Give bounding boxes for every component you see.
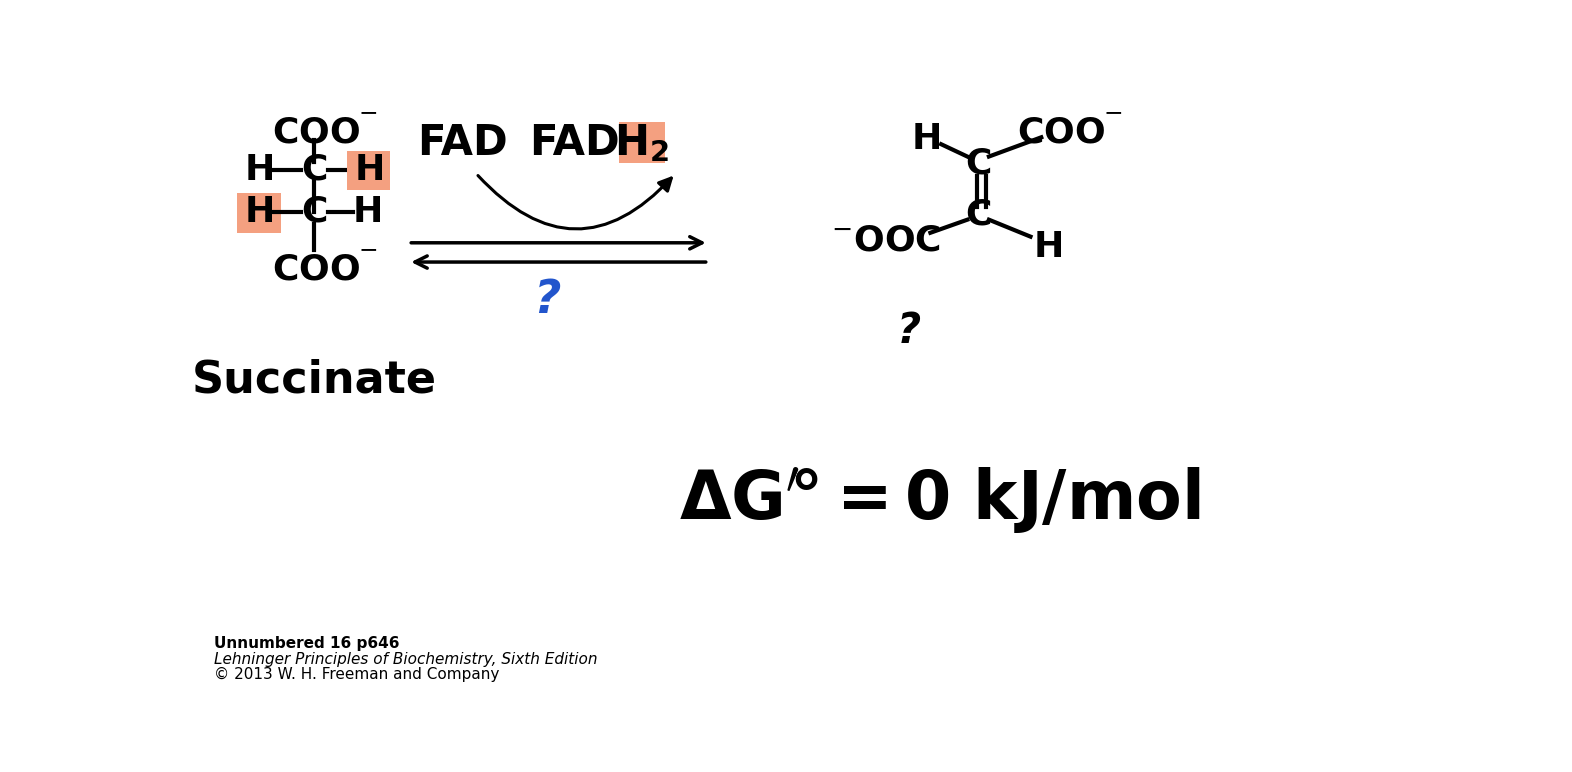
Bar bbox=[618, 122, 665, 164]
Text: FAD: FAD bbox=[530, 122, 619, 164]
Text: FAD: FAD bbox=[417, 122, 508, 164]
Bar bbox=[237, 193, 280, 233]
Text: $^{-}\mathbf{OOC}$: $^{-}\mathbf{OOC}$ bbox=[830, 223, 940, 258]
Text: $\mathbf{C}$: $\mathbf{C}$ bbox=[965, 198, 992, 232]
Text: $^{-}$: $^{-}$ bbox=[357, 243, 377, 276]
Text: $\mathbf{H}$: $\mathbf{H}$ bbox=[245, 195, 274, 229]
Text: Succinate: Succinate bbox=[192, 358, 437, 401]
FancyArrowPatch shape bbox=[478, 175, 671, 229]
Text: © 2013 W. H. Freeman and Company: © 2013 W. H. Freeman and Company bbox=[214, 667, 500, 682]
Text: $\mathbf{C}$: $\mathbf{C}$ bbox=[965, 147, 992, 181]
Text: $\mathbf{H}$: $\mathbf{H}$ bbox=[354, 153, 384, 187]
Text: Unnumbered 16 p646: Unnumbered 16 p646 bbox=[214, 636, 399, 652]
Text: $\mathbf{C}$: $\mathbf{C}$ bbox=[302, 153, 327, 187]
Text: $\mathbf{COO}$: $\mathbf{COO}$ bbox=[1017, 116, 1105, 150]
Text: $^{-}$: $^{-}$ bbox=[357, 107, 377, 140]
Text: $\mathbf{H}$: $\mathbf{H}$ bbox=[245, 153, 274, 187]
Text: $\mathbf{H}$: $\mathbf{H}$ bbox=[352, 195, 382, 229]
Text: $\mathbf{H}$: $\mathbf{H}$ bbox=[1033, 229, 1063, 264]
Text: $\mathbf{\Delta}$$\mathit{\mathbf{G}}$$\mathbf{'\!° = 0\ kJ/mol}$: $\mathbf{\Delta}$$\mathit{\mathbf{G}}$$\… bbox=[679, 466, 1201, 536]
Text: $\mathbf{H}$: $\mathbf{H}$ bbox=[912, 122, 940, 156]
Text: Lehninger Principles of Biochemistry, Sixth Edition: Lehninger Principles of Biochemistry, Si… bbox=[214, 652, 597, 667]
Bar bbox=[347, 151, 390, 190]
Text: $\mathbf{COO}$: $\mathbf{COO}$ bbox=[272, 252, 360, 287]
Text: ?: ? bbox=[533, 278, 561, 323]
Text: $^{-}$: $^{-}$ bbox=[1104, 107, 1122, 140]
Text: $\mathbf{COO}$: $\mathbf{COO}$ bbox=[272, 116, 360, 150]
Text: $\mathbf{C}$: $\mathbf{C}$ bbox=[302, 195, 327, 229]
Text: ?: ? bbox=[896, 310, 921, 352]
Text: H$_\mathbf{2}$: H$_\mathbf{2}$ bbox=[615, 122, 670, 164]
